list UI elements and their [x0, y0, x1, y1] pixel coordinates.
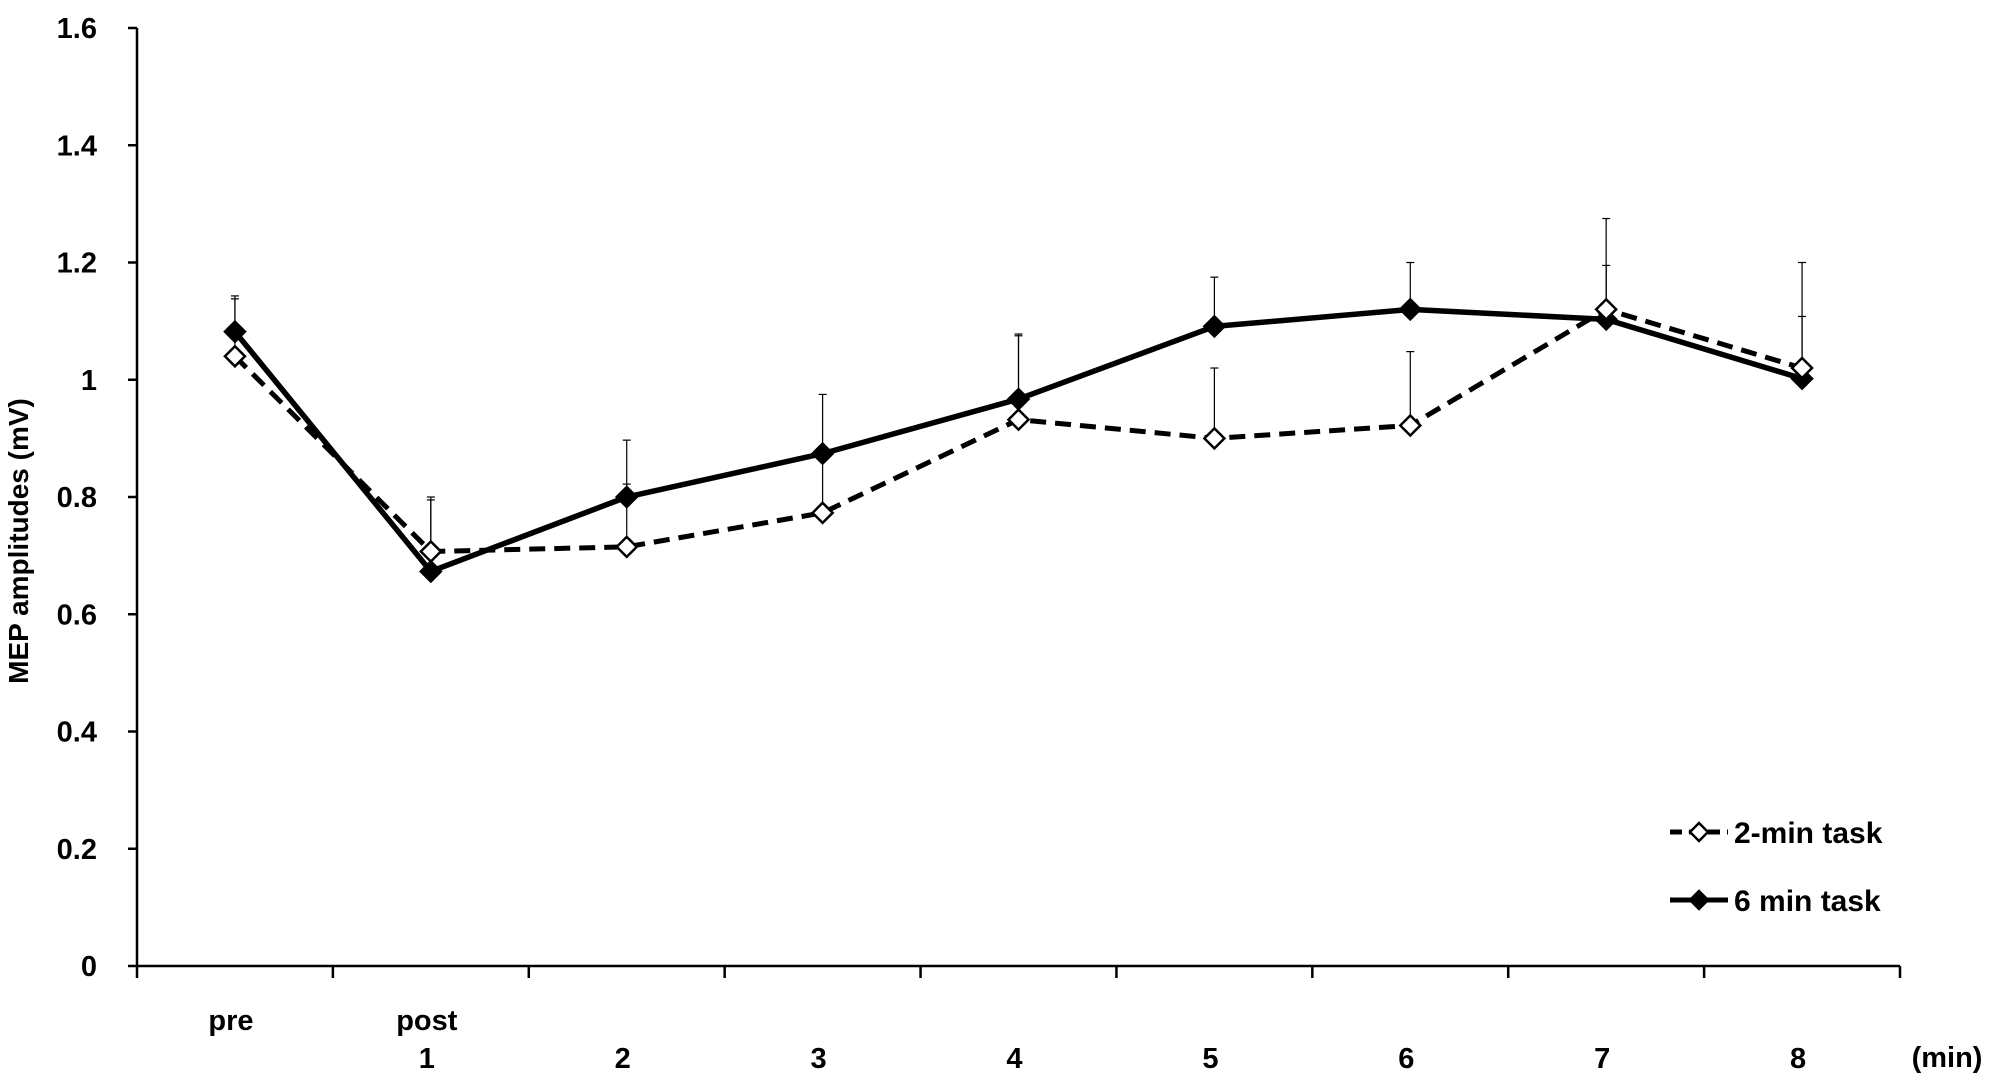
data-point-1	[1790, 356, 1814, 380]
data-point-2	[1398, 297, 1423, 322]
y-tick-label: 0.4	[57, 717, 97, 749]
legend-label-1: 2-min task	[1734, 817, 1883, 850]
y-tick-label: 0.8	[57, 482, 97, 514]
data-point-2	[419, 559, 443, 584]
x-axis-unit: (min)	[1912, 1042, 1983, 1074]
axes: 0 0.2 0.4 0.6 0.8 1 1.2 1.4 1.6 pre post 1 2 3 4 5 6 7 8	[57, 13, 1902, 1075]
x-tick-label: 5	[1202, 1043, 1218, 1075]
legend-label-2: 6 min task	[1734, 885, 1881, 918]
x-tick-label: 3	[811, 1043, 827, 1075]
y-tick-label: 0.6	[57, 599, 97, 631]
x-tick-label: 2	[615, 1043, 631, 1075]
y-tick-label: 0	[81, 951, 97, 983]
x-tick-label: 8	[1790, 1043, 1806, 1075]
x-tick-label-top: post	[396, 1005, 458, 1037]
data-point-1	[1202, 426, 1227, 451]
y-tick-label: 1.4	[57, 130, 97, 162]
data-point-2	[810, 441, 835, 466]
y-axis-label: MEP amplitudes (mV)	[3, 398, 34, 684]
data-point-1	[419, 539, 443, 564]
data-point-1	[614, 535, 639, 559]
data-point-1	[1006, 407, 1031, 432]
data-markers	[223, 297, 1814, 584]
data-point-2	[614, 485, 639, 509]
x-tick-label: 6	[1398, 1043, 1414, 1075]
y-tick-label: 1.2	[57, 248, 97, 280]
x-tick-label-top: pre	[208, 1005, 253, 1037]
data-point-1	[223, 344, 247, 369]
legend-marker-2	[1688, 889, 1710, 911]
legend: 2-min task 6 min task	[1670, 817, 1883, 918]
data-point-2	[1006, 387, 1031, 411]
x-tick-label: 7	[1594, 1043, 1610, 1075]
data-point-2	[223, 319, 247, 344]
x-tick-label: 4	[1006, 1043, 1022, 1075]
y-tick-label: 1	[81, 365, 97, 397]
data-point-1	[810, 501, 835, 525]
legend-marker-1	[1688, 821, 1710, 843]
axis-labels: MEP amplitudes (mV) (min)	[3, 398, 1982, 1074]
data-point-1	[1398, 413, 1423, 438]
y-tick-label: 1.6	[57, 13, 97, 45]
data-point-2	[1202, 314, 1227, 339]
data-point-1	[1594, 297, 1618, 322]
x-tick-label: 1	[419, 1043, 435, 1075]
y-tick-label: 0.2	[57, 834, 97, 866]
